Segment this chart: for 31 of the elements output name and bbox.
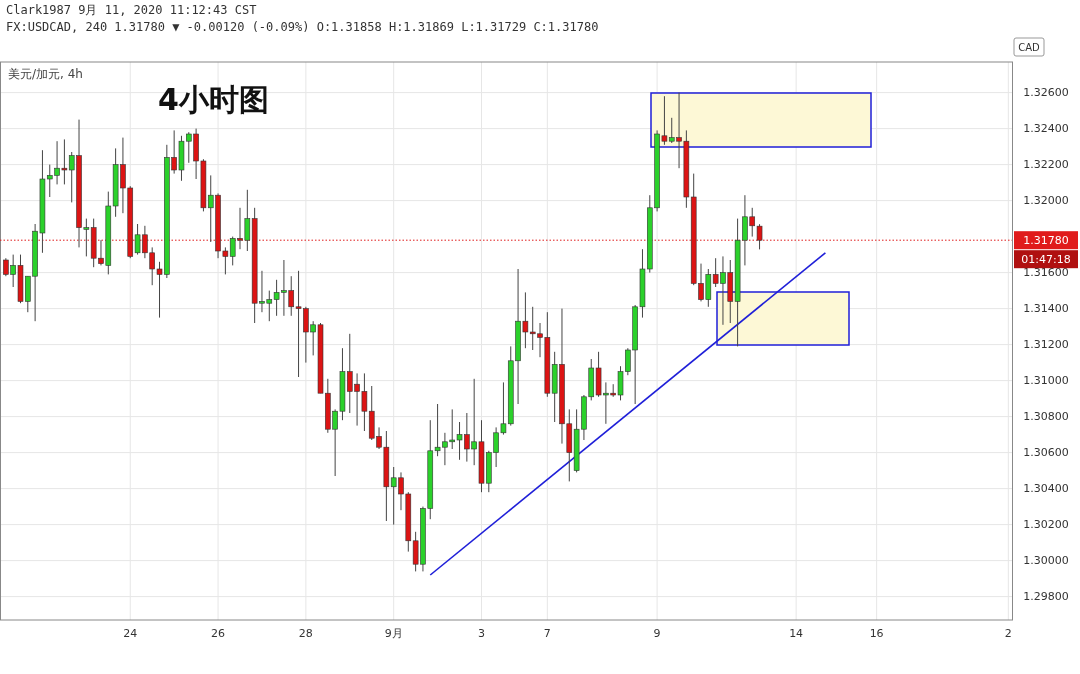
y-tick-label: 1.29800 (1023, 590, 1069, 604)
x-tick-label: 24 (123, 627, 138, 640)
y-tick-label: 1.31000 (1023, 374, 1069, 388)
x-tick-label: 2 (1004, 627, 1012, 640)
y-tick-label: 1.32400 (1023, 122, 1069, 136)
y-tick-label: 1.32200 (1023, 158, 1069, 172)
y-tick-label: 1.30400 (1023, 482, 1069, 496)
y-tick-label: 1.31600 (1023, 266, 1069, 280)
x-tick-label: 16 (869, 627, 884, 640)
y-tick-label: 1.31400 (1023, 302, 1069, 316)
x-tick-label: 26 (211, 627, 226, 640)
text: FX:USDCAD, 240 1.31780 ▼ -0.00120 (-0.09%) O:1.31858 H:1.31869 L:1.31729 C:1.31780 (6, 20, 599, 34)
y-tick-label: 1.32000 (1023, 194, 1069, 208)
text: CAD (1018, 41, 1041, 53)
x-tick-label: 3 (477, 627, 485, 640)
x-tick-label: 7 (543, 627, 551, 640)
y-tick-label: 1.30800 (1023, 410, 1069, 424)
y-tick-label: 1.30600 (1023, 446, 1069, 460)
text: 01:47:18 (1021, 252, 1071, 266)
text: 4小时图 (158, 82, 269, 117)
ref-line-label: 1.31780 (1023, 233, 1069, 247)
x-tick-label: 14 (789, 627, 804, 640)
y-tick-label: 1.30200 (1023, 518, 1069, 532)
text: 美元/加元, 4h (8, 67, 83, 81)
y-tick-label: 1.30000 (1023, 554, 1069, 568)
y-tick-label: 1.32600 (1023, 86, 1069, 100)
text: Clark1987 9月 11, 2020 11:12:43 CST (6, 3, 257, 17)
y-tick-label: 1.31200 (1023, 338, 1069, 352)
x-tick-label: 9 (653, 627, 661, 640)
x-tick-label: 9月 (384, 627, 403, 640)
x-tick-label: 28 (298, 627, 313, 640)
